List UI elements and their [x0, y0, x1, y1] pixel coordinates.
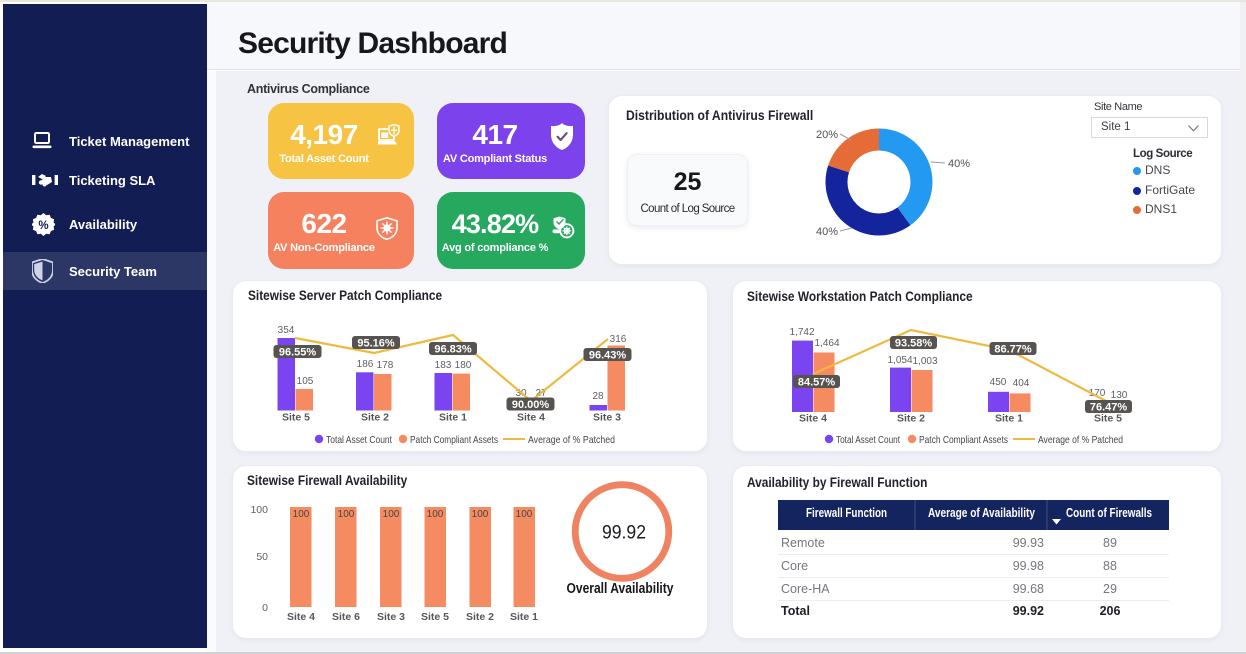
svg-text:Overall Availability: Overall Availability: [567, 581, 674, 597]
svg-text:450: 450: [990, 377, 1007, 388]
svg-text:Site 3: Site 3: [593, 412, 621, 424]
svg-text:50: 50: [256, 551, 268, 563]
svg-text:100: 100: [383, 509, 400, 520]
svg-text:93.58%: 93.58%: [895, 337, 933, 349]
svg-text:Site 4: Site 4: [287, 611, 315, 623]
svg-text:Site 2: Site 2: [897, 413, 925, 425]
svg-text:86.77%: 86.77%: [994, 343, 1032, 355]
svg-text:Site 5: Site 5: [1094, 413, 1122, 425]
svg-text:Average of % Patched: Average of % Patched: [1038, 434, 1123, 446]
svg-text:Site 6: Site 6: [332, 611, 360, 623]
svg-text:100: 100: [427, 509, 444, 520]
svg-text:100: 100: [472, 509, 489, 520]
svg-text:100: 100: [516, 509, 533, 520]
svg-text:20%: 20%: [816, 129, 838, 141]
svg-text:90.00%: 90.00%: [512, 399, 550, 411]
svg-text:%: %: [38, 219, 48, 231]
svg-text:Site 3: Site 3: [377, 611, 405, 623]
svg-text:Site 1: Site 1: [995, 413, 1023, 425]
svg-text:178: 178: [377, 360, 394, 371]
svg-text:100: 100: [250, 504, 268, 516]
svg-text:130: 130: [1111, 390, 1128, 401]
svg-text:316: 316: [610, 334, 627, 345]
svg-text:1,742: 1,742: [789, 327, 814, 338]
svg-text:40%: 40%: [816, 226, 838, 238]
svg-text:0: 0: [262, 602, 268, 614]
svg-text:95.16%: 95.16%: [357, 337, 395, 349]
svg-text:105: 105: [297, 376, 314, 387]
svg-text:96.43%: 96.43%: [589, 349, 627, 361]
svg-text:186: 186: [357, 359, 374, 370]
svg-text:Firewall Function: Firewall Function: [806, 506, 887, 520]
svg-text:76.47%: 76.47%: [1090, 401, 1128, 413]
svg-text:354: 354: [278, 325, 295, 336]
svg-text:Site 1: Site 1: [510, 611, 538, 623]
svg-text:40%: 40%: [948, 158, 970, 170]
svg-text:Average of % Patched: Average of % Patched: [528, 434, 615, 446]
svg-text:Site 4: Site 4: [517, 412, 545, 424]
svg-text:96.83%: 96.83%: [434, 343, 472, 355]
svg-text:Patch Compliant Assets: Patch Compliant Assets: [410, 434, 498, 446]
svg-text:Site 4: Site 4: [799, 413, 827, 425]
svg-text:1,054: 1,054: [887, 355, 912, 366]
svg-text:Site 5: Site 5: [282, 412, 310, 424]
svg-text:100: 100: [293, 509, 310, 520]
svg-text:Patch Compliant Assets: Patch Compliant Assets: [919, 434, 1008, 446]
svg-text:1,464: 1,464: [814, 338, 839, 349]
svg-text:100: 100: [338, 509, 355, 520]
svg-text:Site 1: Site 1: [439, 412, 467, 424]
svg-text:Site 2: Site 2: [361, 412, 389, 424]
svg-text:170: 170: [1089, 388, 1106, 399]
svg-text:183: 183: [435, 360, 452, 371]
svg-text:Count of Firewalls: Count of Firewalls: [1066, 506, 1152, 520]
svg-text:Total Asset Count: Total Asset Count: [326, 434, 392, 446]
svg-text:1,003: 1,003: [912, 356, 937, 367]
svg-text:Total Asset Count: Total Asset Count: [836, 434, 900, 446]
svg-text:Site 5: Site 5: [421, 611, 449, 623]
svg-text:84.57%: 84.57%: [798, 376, 836, 388]
svg-text:99.92: 99.92: [602, 522, 646, 544]
svg-text:28: 28: [592, 391, 604, 402]
svg-text:Average of Availability: Average of Availability: [928, 506, 1035, 520]
svg-text:404: 404: [1013, 378, 1030, 389]
svg-text:180: 180: [455, 360, 472, 371]
svg-text:96.55%: 96.55%: [279, 346, 317, 358]
svg-text:Site 2: Site 2: [466, 611, 494, 623]
